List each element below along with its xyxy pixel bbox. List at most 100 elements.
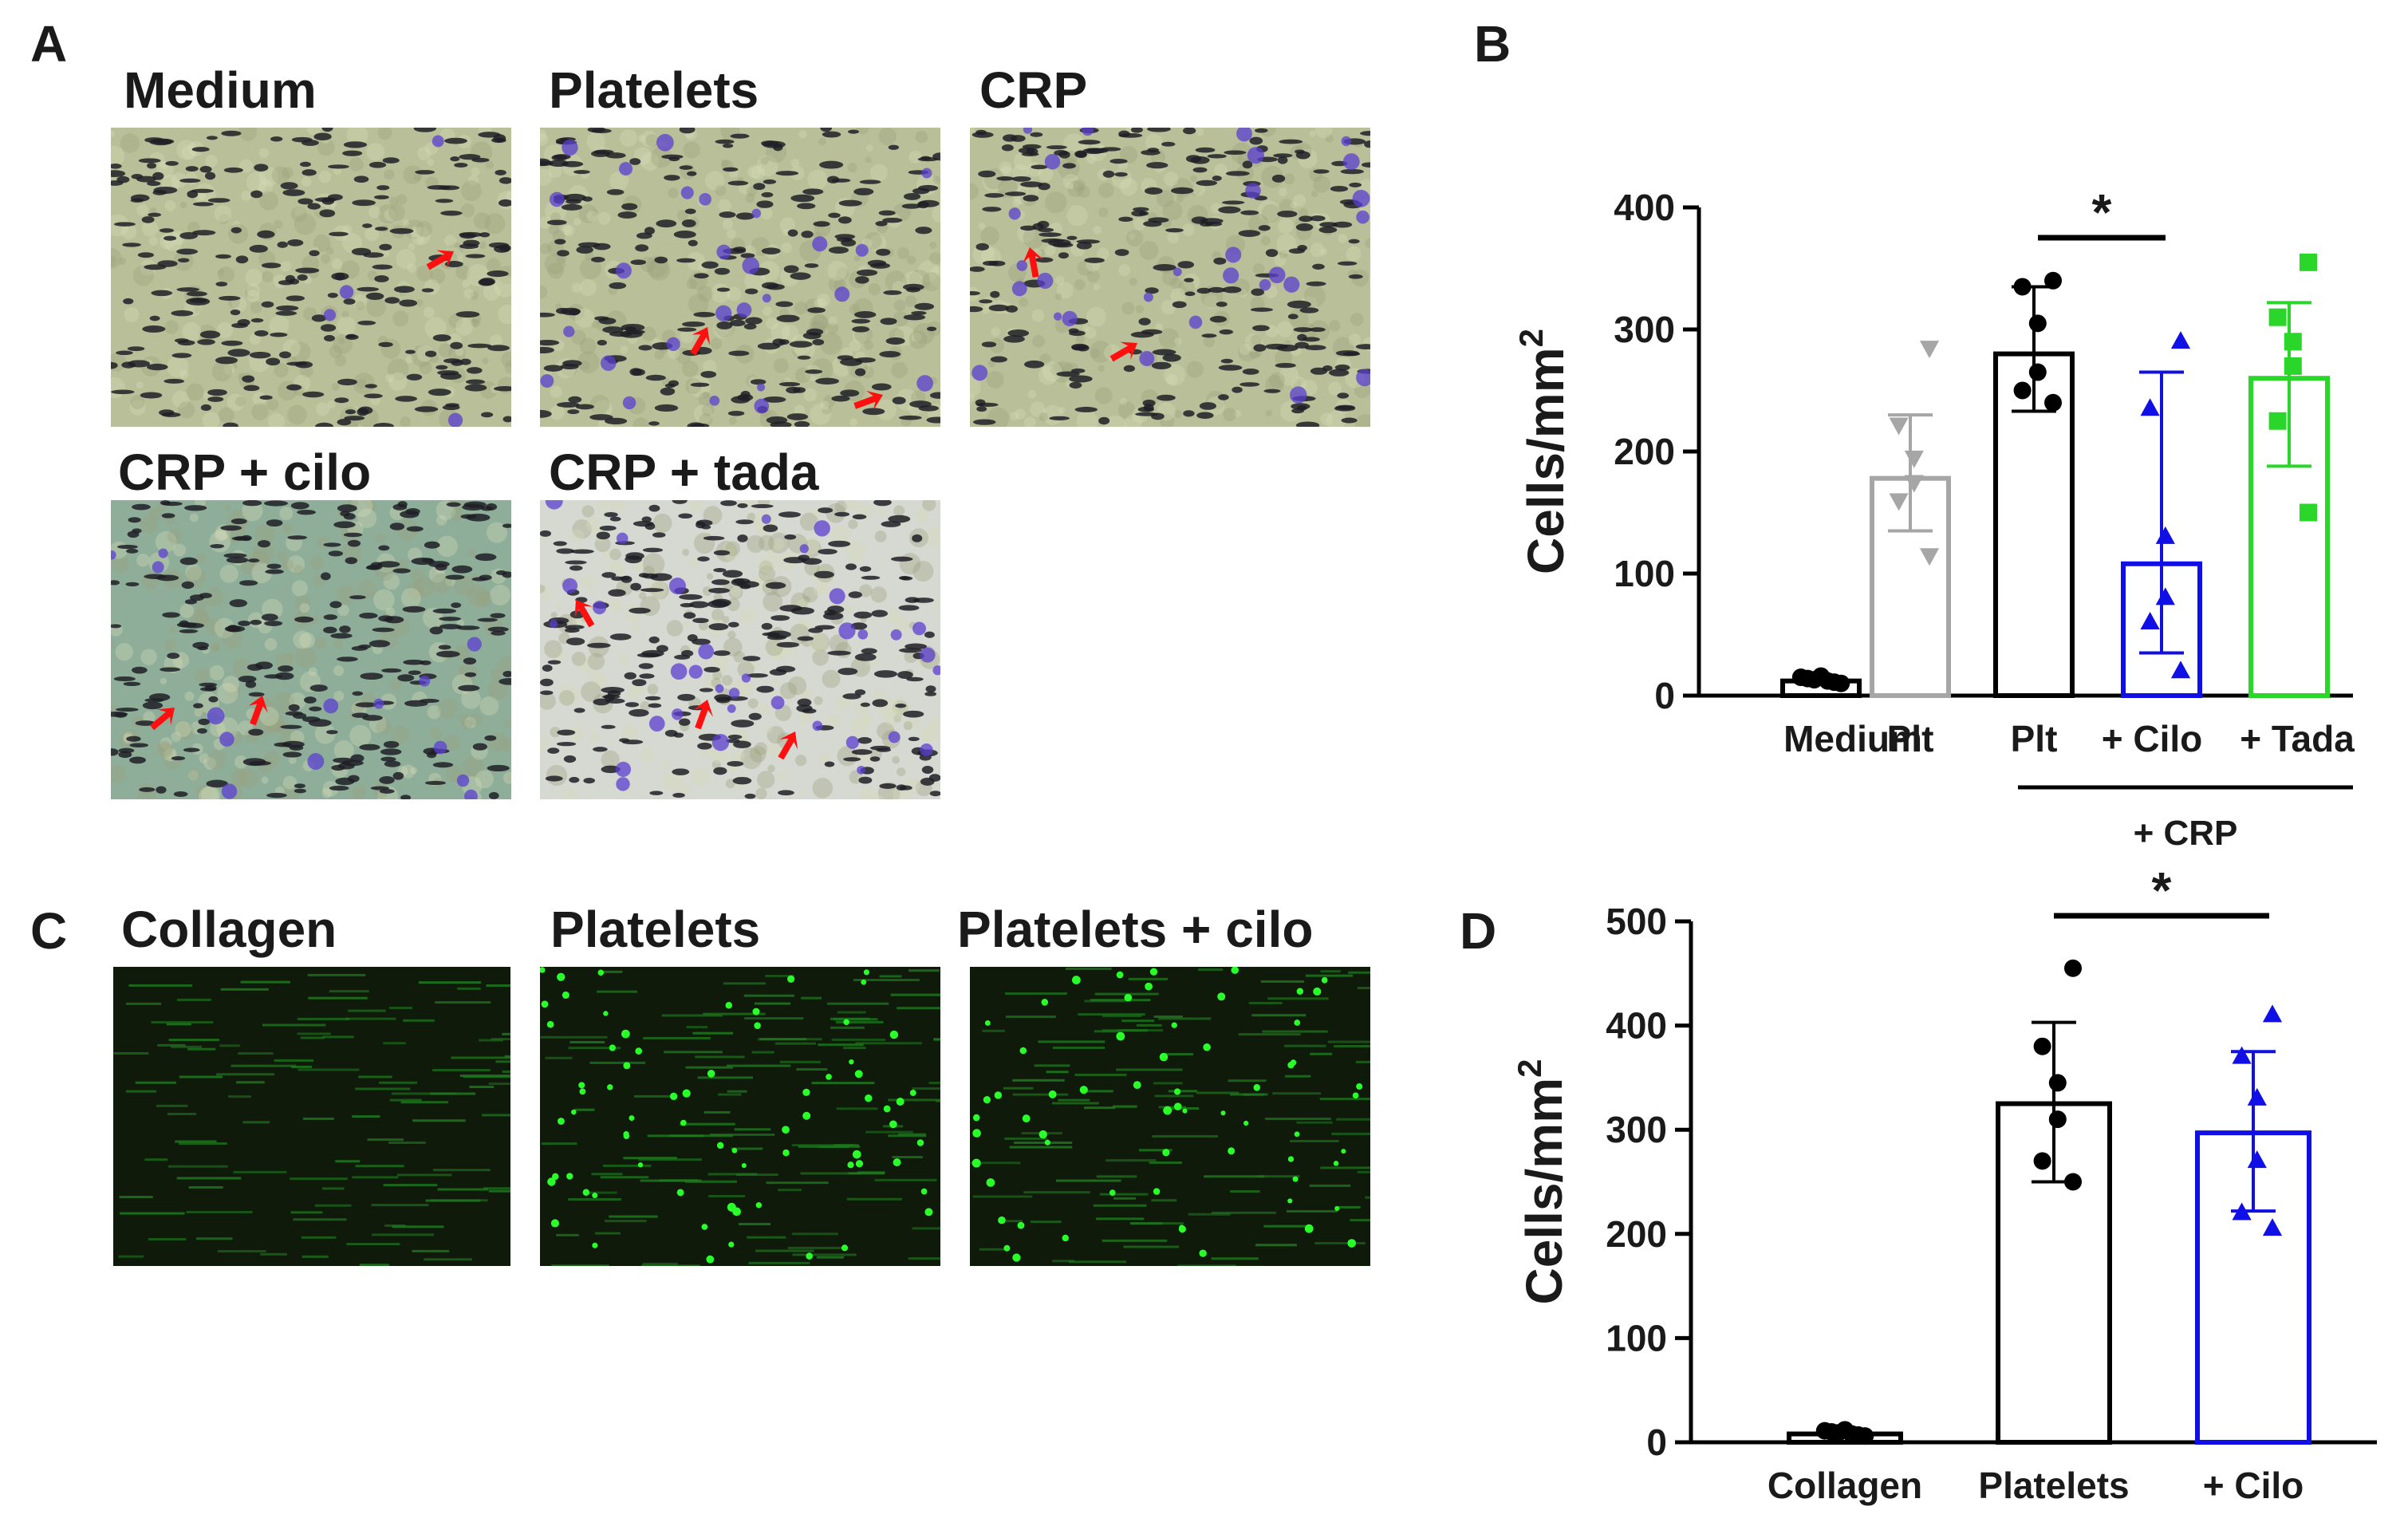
y-tick-label: 300 [1606, 1109, 1667, 1150]
micro-title-medium: Medium [124, 61, 317, 119]
data-point [1805, 671, 1823, 689]
data-point [2064, 1173, 2082, 1191]
arrow-icon [693, 700, 713, 730]
micro-title-crp-cilo: CRP + cilo [118, 444, 372, 501]
data-point [1856, 1427, 1874, 1445]
data-point [1791, 668, 1810, 687]
arrow-icon [248, 696, 268, 726]
x-tick-label: + Cilo [2102, 718, 2203, 759]
arrow-icon [1109, 341, 1137, 362]
bar [1870, 475, 1951, 698]
bar [1993, 351, 2075, 698]
data-point [2284, 333, 2302, 351]
data-point [2262, 1004, 2283, 1023]
data-point [2170, 331, 2191, 349]
group-label: + CRP [2134, 814, 2238, 853]
data-point [1919, 548, 1940, 566]
micro-title-platelets: Platelets [549, 61, 759, 119]
data-point [1819, 672, 1837, 690]
significance-star: * [2092, 183, 2112, 241]
micro-title-crp: CRP [979, 61, 1088, 119]
data-point [2033, 1037, 2051, 1055]
data-point [2268, 308, 2287, 326]
data-point [1832, 674, 1850, 692]
y-axis-label: Cells/mm2 [1512, 329, 1574, 574]
arrow-icon [149, 708, 175, 731]
y-tick-label: 200 [1606, 1213, 1667, 1255]
micrograph-crp [970, 128, 1370, 427]
x-tick-label: Medium [1783, 718, 1922, 759]
bar [1787, 1431, 1903, 1445]
arrow-icon [853, 390, 883, 411]
fluorescence-platelets [540, 967, 940, 1266]
y-tick-label: 100 [1614, 553, 1675, 594]
data-point [2232, 1202, 2252, 1221]
data-point [1829, 1424, 1847, 1442]
data-point [2140, 612, 2160, 629]
data-point [1889, 417, 1909, 436]
data-point [2155, 526, 2175, 544]
y-tick-label: 300 [1614, 309, 1675, 350]
data-point [1815, 1422, 1834, 1440]
data-point [1823, 1422, 1841, 1441]
micrograph-crp-tada [540, 500, 940, 799]
y-tick-label: 200 [1614, 431, 1675, 472]
fluorescence-platelets-cilo [970, 967, 1370, 1266]
micro-title-platelets-cilo: Platelets + cilo [957, 901, 1314, 958]
data-point [2300, 253, 2317, 271]
micrograph-crp-cilo [111, 500, 511, 799]
panel-letter-b: B [1474, 15, 1511, 73]
data-point [2044, 393, 2062, 412]
arrow-icon [690, 327, 711, 356]
data-point [2033, 1152, 2051, 1170]
data-point [2013, 381, 2032, 400]
y-tick-label: 0 [1646, 1422, 1667, 1463]
bar [2248, 376, 2330, 698]
bar [1996, 1101, 2112, 1445]
data-point [1849, 1426, 1867, 1444]
y-axis-label: Cells/mm2 [1511, 1059, 1573, 1305]
micrograph-platelets [540, 128, 940, 427]
data-point [2232, 1046, 2252, 1064]
data-point [1919, 341, 1940, 359]
data-point [1904, 450, 1924, 468]
data-point [2048, 1074, 2067, 1092]
data-point [2048, 1110, 2067, 1129]
data-point [2262, 1218, 2283, 1236]
data-point [2064, 959, 2082, 977]
data-point [1799, 669, 1817, 688]
bar [1780, 678, 1862, 699]
x-tick-label: Plt [1887, 718, 1934, 759]
data-point [1842, 1425, 1861, 1443]
panel-letter-a: A [30, 15, 68, 73]
panel-letter-c: C [30, 902, 68, 960]
x-tick-label: Plt [2011, 718, 2058, 759]
y-tick-label: 0 [1654, 675, 1675, 716]
micro-title-crp-tada: CRP + tada [549, 444, 819, 501]
data-point [2013, 278, 2032, 296]
data-point [1825, 673, 1843, 692]
data-point [1904, 475, 1924, 493]
bar [2195, 1130, 2311, 1445]
data-point [1836, 1421, 1854, 1439]
arrow-icon [574, 600, 595, 628]
data-point [2155, 587, 2175, 605]
data-point [2028, 314, 2047, 333]
arrow-icon [778, 732, 798, 760]
micro-title-collagen: Collagen [121, 901, 337, 958]
fluorescence-collagen [113, 967, 510, 1266]
data-point [2300, 503, 2317, 522]
data-point [2140, 398, 2160, 416]
bar [2121, 561, 2202, 699]
arrow-icon [426, 250, 454, 270]
significance-star: * [2152, 862, 2172, 919]
y-tick-label: 500 [1606, 901, 1667, 942]
panel-letter-d: D [1460, 902, 1497, 960]
data-point [2247, 1150, 2267, 1169]
x-tick-label: + Cilo [2203, 1465, 2304, 1506]
data-point [2044, 271, 2062, 290]
y-tick-label: 100 [1606, 1317, 1667, 1359]
arrow-icon [1023, 247, 1043, 278]
data-point [1812, 667, 1830, 685]
x-tick-label: + Tada [2240, 718, 2355, 759]
